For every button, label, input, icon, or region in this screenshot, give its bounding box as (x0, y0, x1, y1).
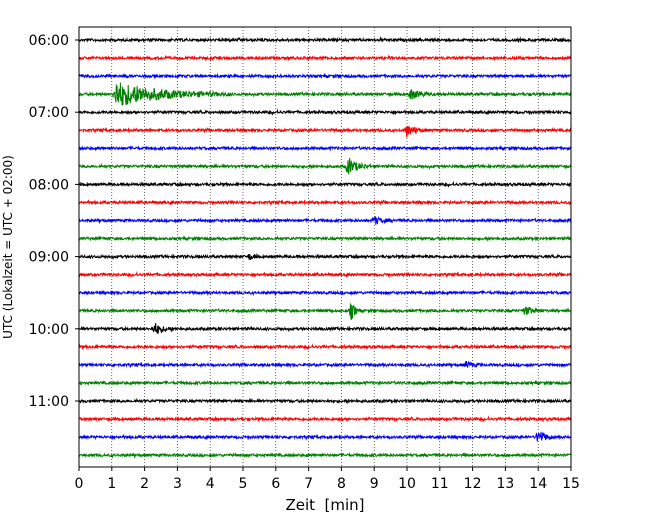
y-tick-label: 10:00 (29, 322, 69, 338)
x-tick-label: 7 (304, 476, 313, 492)
trace-0745 (78, 158, 572, 175)
trace-0730 (78, 145, 572, 152)
trace-1115 (78, 415, 572, 423)
vertical-gridlines (111, 27, 539, 467)
x-tick-label: 12 (464, 476, 482, 492)
trace-1015 (78, 343, 572, 351)
x-tick-label: 11 (431, 476, 449, 492)
trace-1045 (78, 379, 572, 387)
x-tick-label: 15 (562, 476, 580, 492)
y-tick-label: 09:00 (29, 250, 69, 266)
y-tick-label: 06:00 (29, 33, 69, 49)
trace-1000 (78, 322, 572, 334)
trace-1130 (78, 431, 572, 442)
trace-0645 (78, 82, 572, 106)
plot-frame (78, 26, 572, 468)
trace-0700 (78, 108, 572, 116)
trace-0830 (78, 216, 572, 225)
trace-0630 (78, 72, 572, 80)
trace-0900 (78, 252, 572, 261)
trace-0915 (78, 270, 572, 279)
x-tick-label: 3 (173, 476, 182, 492)
x-tick-label: 8 (337, 476, 346, 492)
trace-0945 (78, 303, 572, 321)
x-tick-label: 14 (529, 476, 547, 492)
x-tick-label: 9 (370, 476, 379, 492)
y-tick-label: 08:00 (29, 177, 69, 193)
trace-0930 (78, 289, 572, 297)
trace-0815 (78, 199, 572, 206)
y-tick-label: 07:00 (29, 105, 69, 121)
x-axis-ticks: 0 1 2 3 4 5 6 7 8 9 10 11 12 13 14 15 (75, 467, 580, 492)
trace-0845 (78, 235, 572, 242)
x-tick-label: 5 (239, 476, 248, 492)
trace-1100 (78, 397, 572, 405)
trace-0600 (78, 36, 572, 44)
x-tick-label: 10 (398, 476, 416, 492)
trace-0615 (78, 54, 572, 62)
y-axis-ticks: 06:00 07:00 08:00 09:00 10:00 11:00 (29, 33, 79, 410)
x-tick-label: 0 (75, 476, 84, 492)
x-tick-label: 1 (107, 476, 116, 492)
x-tick-label: 6 (271, 476, 280, 492)
x-axis-label: Zeit [min] (285, 496, 364, 514)
trace-0715 (78, 126, 572, 138)
y-axis-label: UTC (Lokalzeit = UTC + 02:00) (1, 155, 15, 339)
y-tick-label: 11:00 (29, 394, 69, 410)
x-tick-label: 4 (206, 476, 215, 492)
trace-1030 (78, 360, 572, 369)
x-tick-label: 2 (140, 476, 149, 492)
x-tick-label: 13 (496, 476, 514, 492)
seismogram-traces (78, 36, 572, 459)
trace-0800 (78, 180, 572, 189)
trace-1145 (78, 451, 572, 459)
